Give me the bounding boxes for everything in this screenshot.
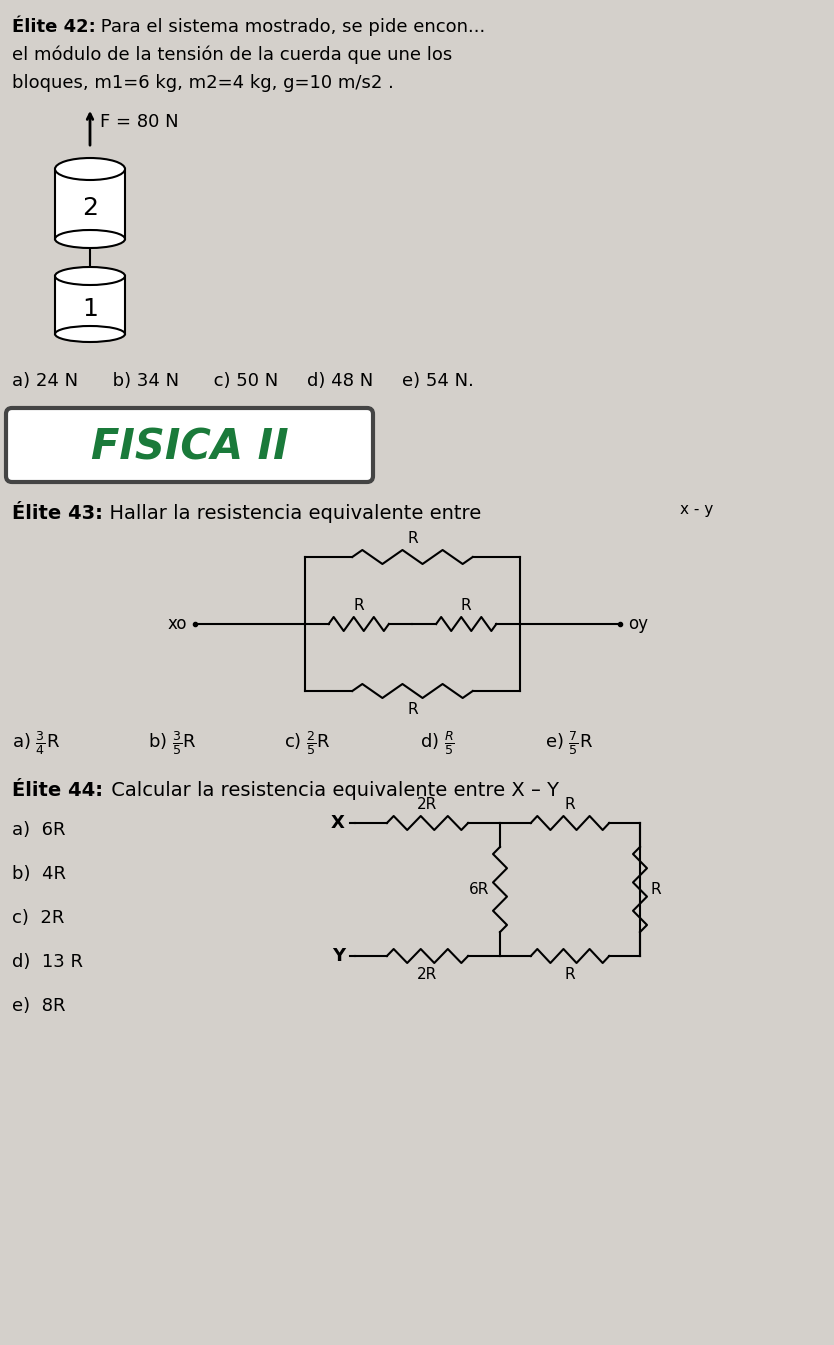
Text: R: R — [461, 599, 471, 613]
Text: R: R — [565, 798, 575, 812]
Text: oy: oy — [628, 615, 648, 633]
Text: el módulo de la tensión de la cuerda que une los: el módulo de la tensión de la cuerda que… — [12, 46, 452, 65]
Text: R: R — [354, 599, 364, 613]
Ellipse shape — [55, 157, 125, 180]
Text: x - y: x - y — [680, 502, 713, 516]
Text: d) $\frac{R}{5}$: d) $\frac{R}{5}$ — [420, 729, 455, 757]
Text: Élite 43:: Élite 43: — [12, 504, 103, 523]
Bar — [55, 276, 125, 334]
Text: FISICA II: FISICA II — [91, 426, 289, 468]
Text: X: X — [331, 814, 345, 833]
Text: a)  6R: a) 6R — [12, 820, 66, 839]
Ellipse shape — [55, 325, 125, 342]
Ellipse shape — [55, 268, 125, 285]
Text: xo: xo — [168, 615, 187, 633]
Text: 2R: 2R — [417, 798, 438, 812]
Text: a) 24 N      b) 34 N      c) 50 N     d) 48 N     e) 54 N.: a) 24 N b) 34 N c) 50 N d) 48 N e) 54 N. — [12, 373, 474, 390]
Text: Y: Y — [332, 947, 345, 964]
Text: d)  13 R: d) 13 R — [12, 954, 83, 971]
Text: Élite 44:: Élite 44: — [12, 781, 103, 800]
Text: Hallar la resistencia equivalente entre: Hallar la resistencia equivalente entre — [97, 504, 481, 523]
Text: bloques, m1=6 kg, m2=4 kg, g=10 m/s2 .: bloques, m1=6 kg, m2=4 kg, g=10 m/s2 . — [12, 74, 394, 91]
Bar — [55, 169, 125, 239]
Text: 2: 2 — [82, 196, 98, 221]
Text: R: R — [565, 967, 575, 982]
Text: 6R: 6R — [469, 882, 489, 897]
Text: Élite 42:: Élite 42: — [12, 17, 96, 36]
Text: R: R — [407, 531, 418, 546]
Text: R: R — [407, 702, 418, 717]
Text: a) $\frac{3}{4}$R: a) $\frac{3}{4}$R — [12, 729, 60, 757]
Text: Para el sistema mostrado, se pide encon...: Para el sistema mostrado, se pide encon.… — [95, 17, 485, 36]
Text: c)  2R: c) 2R — [12, 909, 64, 927]
Text: 2R: 2R — [417, 967, 438, 982]
Ellipse shape — [55, 230, 125, 247]
FancyBboxPatch shape — [6, 408, 373, 482]
Text: R: R — [651, 882, 661, 897]
Text: b)  4R: b) 4R — [12, 865, 66, 884]
Text: e) $\frac{7}{5}$R: e) $\frac{7}{5}$R — [545, 729, 593, 757]
Text: b) $\frac{3}{5}$R: b) $\frac{3}{5}$R — [148, 729, 197, 757]
Text: Calcular la resistencia equivalente entre X – Y: Calcular la resistencia equivalente entr… — [105, 781, 559, 800]
Text: c) $\frac{2}{5}$R: c) $\frac{2}{5}$R — [284, 729, 331, 757]
Text: e)  8R: e) 8R — [12, 997, 66, 1015]
Text: F = 80 N: F = 80 N — [100, 113, 178, 130]
Text: 1: 1 — [82, 296, 98, 320]
